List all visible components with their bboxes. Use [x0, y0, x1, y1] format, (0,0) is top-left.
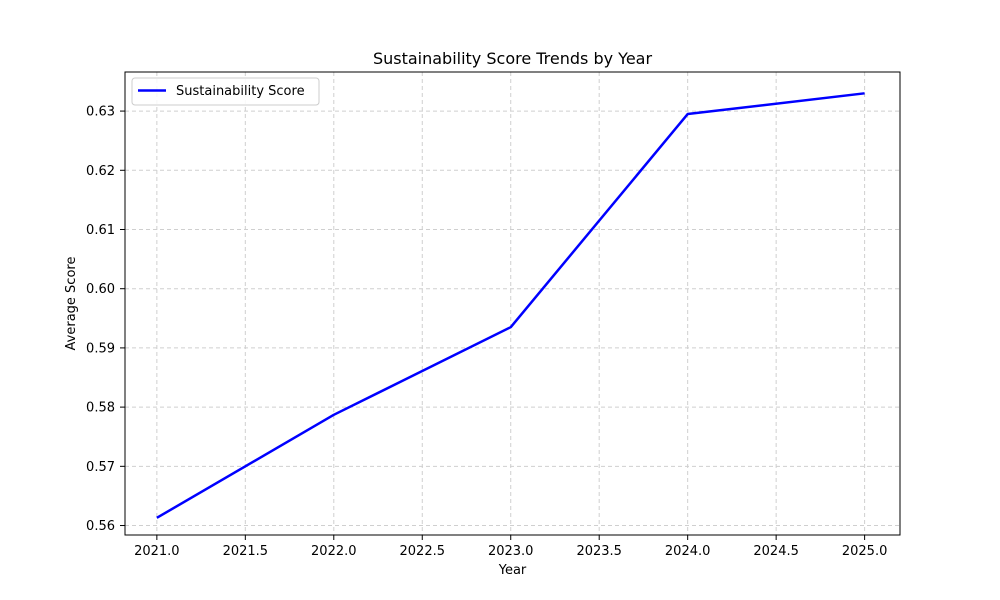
- x-tick-label: 2025.0: [842, 544, 888, 559]
- y-tick-label: 0.58: [86, 401, 115, 416]
- axis-layer: 2021.0 2021.5 2022.0 2022.5 2023.0 2023.5 2024…: [86, 105, 887, 559]
- series-layer: [156, 92, 865, 519]
- y-tick-label: 0.63: [86, 105, 115, 120]
- legend-frame: [131, 77, 320, 106]
- x-tick-label: 2024.0: [665, 544, 711, 559]
- plot-area-frame: [124, 71, 901, 536]
- y-tick-label: 0.59: [86, 341, 115, 356]
- x-tick-label: 2021.5: [223, 544, 269, 559]
- y-axis-label: Average Score: [64, 257, 79, 351]
- chart-title: Sustainability Score Trends by Year: [373, 49, 653, 68]
- grid-layer: [125, 72, 900, 535]
- y-tick-label: 0.61: [86, 223, 115, 238]
- y-tick-label: 0.62: [86, 164, 115, 179]
- x-tick-label: 2021.0: [134, 544, 180, 559]
- x-axis-label: Year: [498, 563, 527, 578]
- x-tick-label: 2023.0: [488, 544, 534, 559]
- legend: Sustainability Score: [131, 77, 320, 106]
- legend-label-sustainability-score: Sustainability Score: [176, 84, 305, 99]
- x-tick-label: 2022.5: [400, 544, 446, 559]
- series-line-sustainability-score: [156, 92, 865, 519]
- x-tick-label: 2024.5: [753, 544, 799, 559]
- y-tick-label: 0.56: [86, 519, 115, 534]
- x-tick-label: 2022.0: [311, 544, 357, 559]
- y-tick-label: 0.57: [86, 460, 115, 475]
- y-tick-label: 0.60: [86, 282, 115, 297]
- x-tick-label: 2023.5: [576, 544, 622, 559]
